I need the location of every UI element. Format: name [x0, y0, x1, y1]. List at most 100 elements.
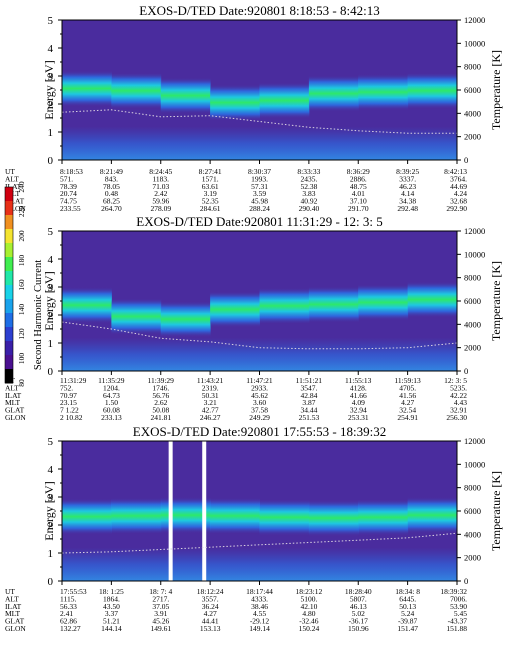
ion-band-segment: [407, 281, 458, 318]
ion-band-segment: [111, 72, 162, 109]
table-cell: 12: 3: 5: [444, 376, 467, 385]
table-cell: 241.81: [150, 413, 171, 422]
table-cell: 153.13: [200, 624, 221, 633]
table-cell: -39.87: [398, 617, 418, 626]
y-axis-title: Energy [eV]: [42, 271, 56, 330]
table-cell: 3764.: [450, 174, 467, 183]
table-row-label: ILAT: [5, 391, 22, 400]
table-cell: 70.97: [60, 391, 77, 400]
colorbar-swatch: [5, 313, 13, 328]
colorbar-tick-label: 220: [17, 206, 26, 218]
y-tick-label: 4: [48, 464, 54, 476]
ion-band-segment: [259, 499, 310, 536]
table-cell: 41.56: [399, 391, 416, 400]
low-energy-band: [62, 547, 457, 581]
table-cell: 144.14: [101, 624, 122, 633]
table-cell: 18: 7: 4: [149, 587, 172, 596]
table-row-label: GLON: [5, 413, 26, 422]
table-row-label: ILAT: [5, 182, 22, 191]
colorbar-label: Second Harmonic Current: [33, 260, 44, 370]
table-cell: 52.35: [202, 197, 219, 206]
table-cell: 3.59: [253, 189, 266, 198]
table-cell: 11:35:29: [98, 376, 125, 385]
y2-tick-label: 4000: [464, 108, 481, 118]
table-cell: 57.31: [251, 182, 268, 191]
table-cell: 32.91: [450, 406, 467, 415]
y-tick-label: 3: [48, 282, 54, 294]
table-cell: 290.40: [299, 204, 320, 213]
table-row-label: GLAT: [5, 197, 25, 206]
ion-band-segment: [308, 286, 359, 323]
ion-band-segment: [160, 77, 211, 114]
y-tick-label: 3: [48, 492, 54, 504]
table-cell: 2.62: [154, 398, 167, 407]
y-tick-label: 0: [48, 366, 54, 378]
ion-band-segment: [259, 82, 310, 119]
table-cell: 253.31: [348, 413, 369, 422]
table-row-label: GLAT: [5, 406, 25, 415]
ion-band-segment: [407, 72, 458, 109]
y2-tick-label: 10000: [464, 459, 485, 469]
y2-axis-title: Temperature [K]: [489, 261, 503, 341]
table-cell: 8:24:45: [149, 167, 172, 176]
y2-tick-label: 8000: [464, 273, 481, 283]
table-cell: 23.15: [60, 398, 77, 407]
ion-band-segment: [62, 287, 112, 324]
table-cell: -43.37: [448, 617, 468, 626]
colorbar-swatch: [5, 355, 13, 370]
table-cell: 0.48: [105, 189, 118, 198]
table-cell: 150.96: [348, 624, 369, 633]
table-row-label: GLON: [5, 204, 26, 213]
y-tick-label: 1: [48, 338, 54, 350]
colorbar-tick-label: 80: [17, 379, 26, 387]
table-cell: 44.69: [450, 182, 467, 191]
table-cell: 74.75: [60, 197, 77, 206]
table-row-label: UT: [5, 167, 15, 176]
table-cell: 38.46: [251, 602, 268, 611]
colorbar-swatch: [5, 257, 13, 272]
table-cell: 46.13: [350, 602, 367, 611]
table-cell: 45.26: [152, 617, 169, 626]
table-cell: 256.30: [446, 413, 467, 422]
table-cell: 2886.: [350, 174, 367, 183]
table-row-label: GLAT: [5, 617, 25, 626]
y-tick-label: 2: [48, 310, 54, 322]
table-cell: 3.91: [154, 609, 167, 618]
table-cell: 1204.: [103, 383, 120, 392]
table-cell: 11:55:13: [345, 376, 372, 385]
colorbar-swatch: [5, 341, 13, 356]
table-cell: 292.90: [446, 204, 467, 213]
table-cell: 42.77: [202, 406, 219, 415]
y2-tick-label: 8000: [464, 483, 481, 493]
table-cell: 18: 1:25: [99, 587, 124, 596]
table-cell: 2319.: [202, 383, 219, 392]
table-cell: 752.: [60, 383, 73, 392]
table-cell: 3.60: [253, 398, 266, 407]
y-tick-label: 2: [48, 99, 54, 111]
table-cell: 4.55: [253, 609, 266, 618]
y-tick-label: 0: [48, 155, 54, 167]
y-axis-title: Energy [eV]: [42, 481, 56, 540]
table-cell: 60.08: [103, 406, 120, 415]
table-cell: 151.47: [397, 624, 418, 633]
y-tick-label: 2: [48, 520, 54, 532]
colorbar-tick-label: 140: [17, 304, 26, 316]
table-cell: 8:27:41: [199, 167, 222, 176]
table-cell: 48.75: [350, 182, 367, 191]
table-cell: 11:31:29: [60, 376, 87, 385]
table-cell: 11:51:21: [296, 376, 323, 385]
table-cell: 56.76: [152, 391, 169, 400]
table-cell: 20.74: [60, 189, 77, 198]
table-cell: 5.02: [352, 609, 365, 618]
ion-band-segment: [111, 497, 162, 535]
table-cell: 4.09: [352, 398, 365, 407]
table-cell: 7006.: [450, 594, 467, 603]
table-cell: 233.13: [101, 413, 122, 422]
table-row-label: ILAT: [5, 602, 22, 611]
table-cell: 56.33: [60, 602, 77, 611]
y2-tick-label: 0: [464, 366, 468, 376]
table-cell: 52.38: [300, 182, 317, 191]
table-cell: -32.46: [299, 617, 319, 626]
ion-band-segment: [259, 287, 310, 325]
ion-band-segment: [210, 291, 260, 328]
